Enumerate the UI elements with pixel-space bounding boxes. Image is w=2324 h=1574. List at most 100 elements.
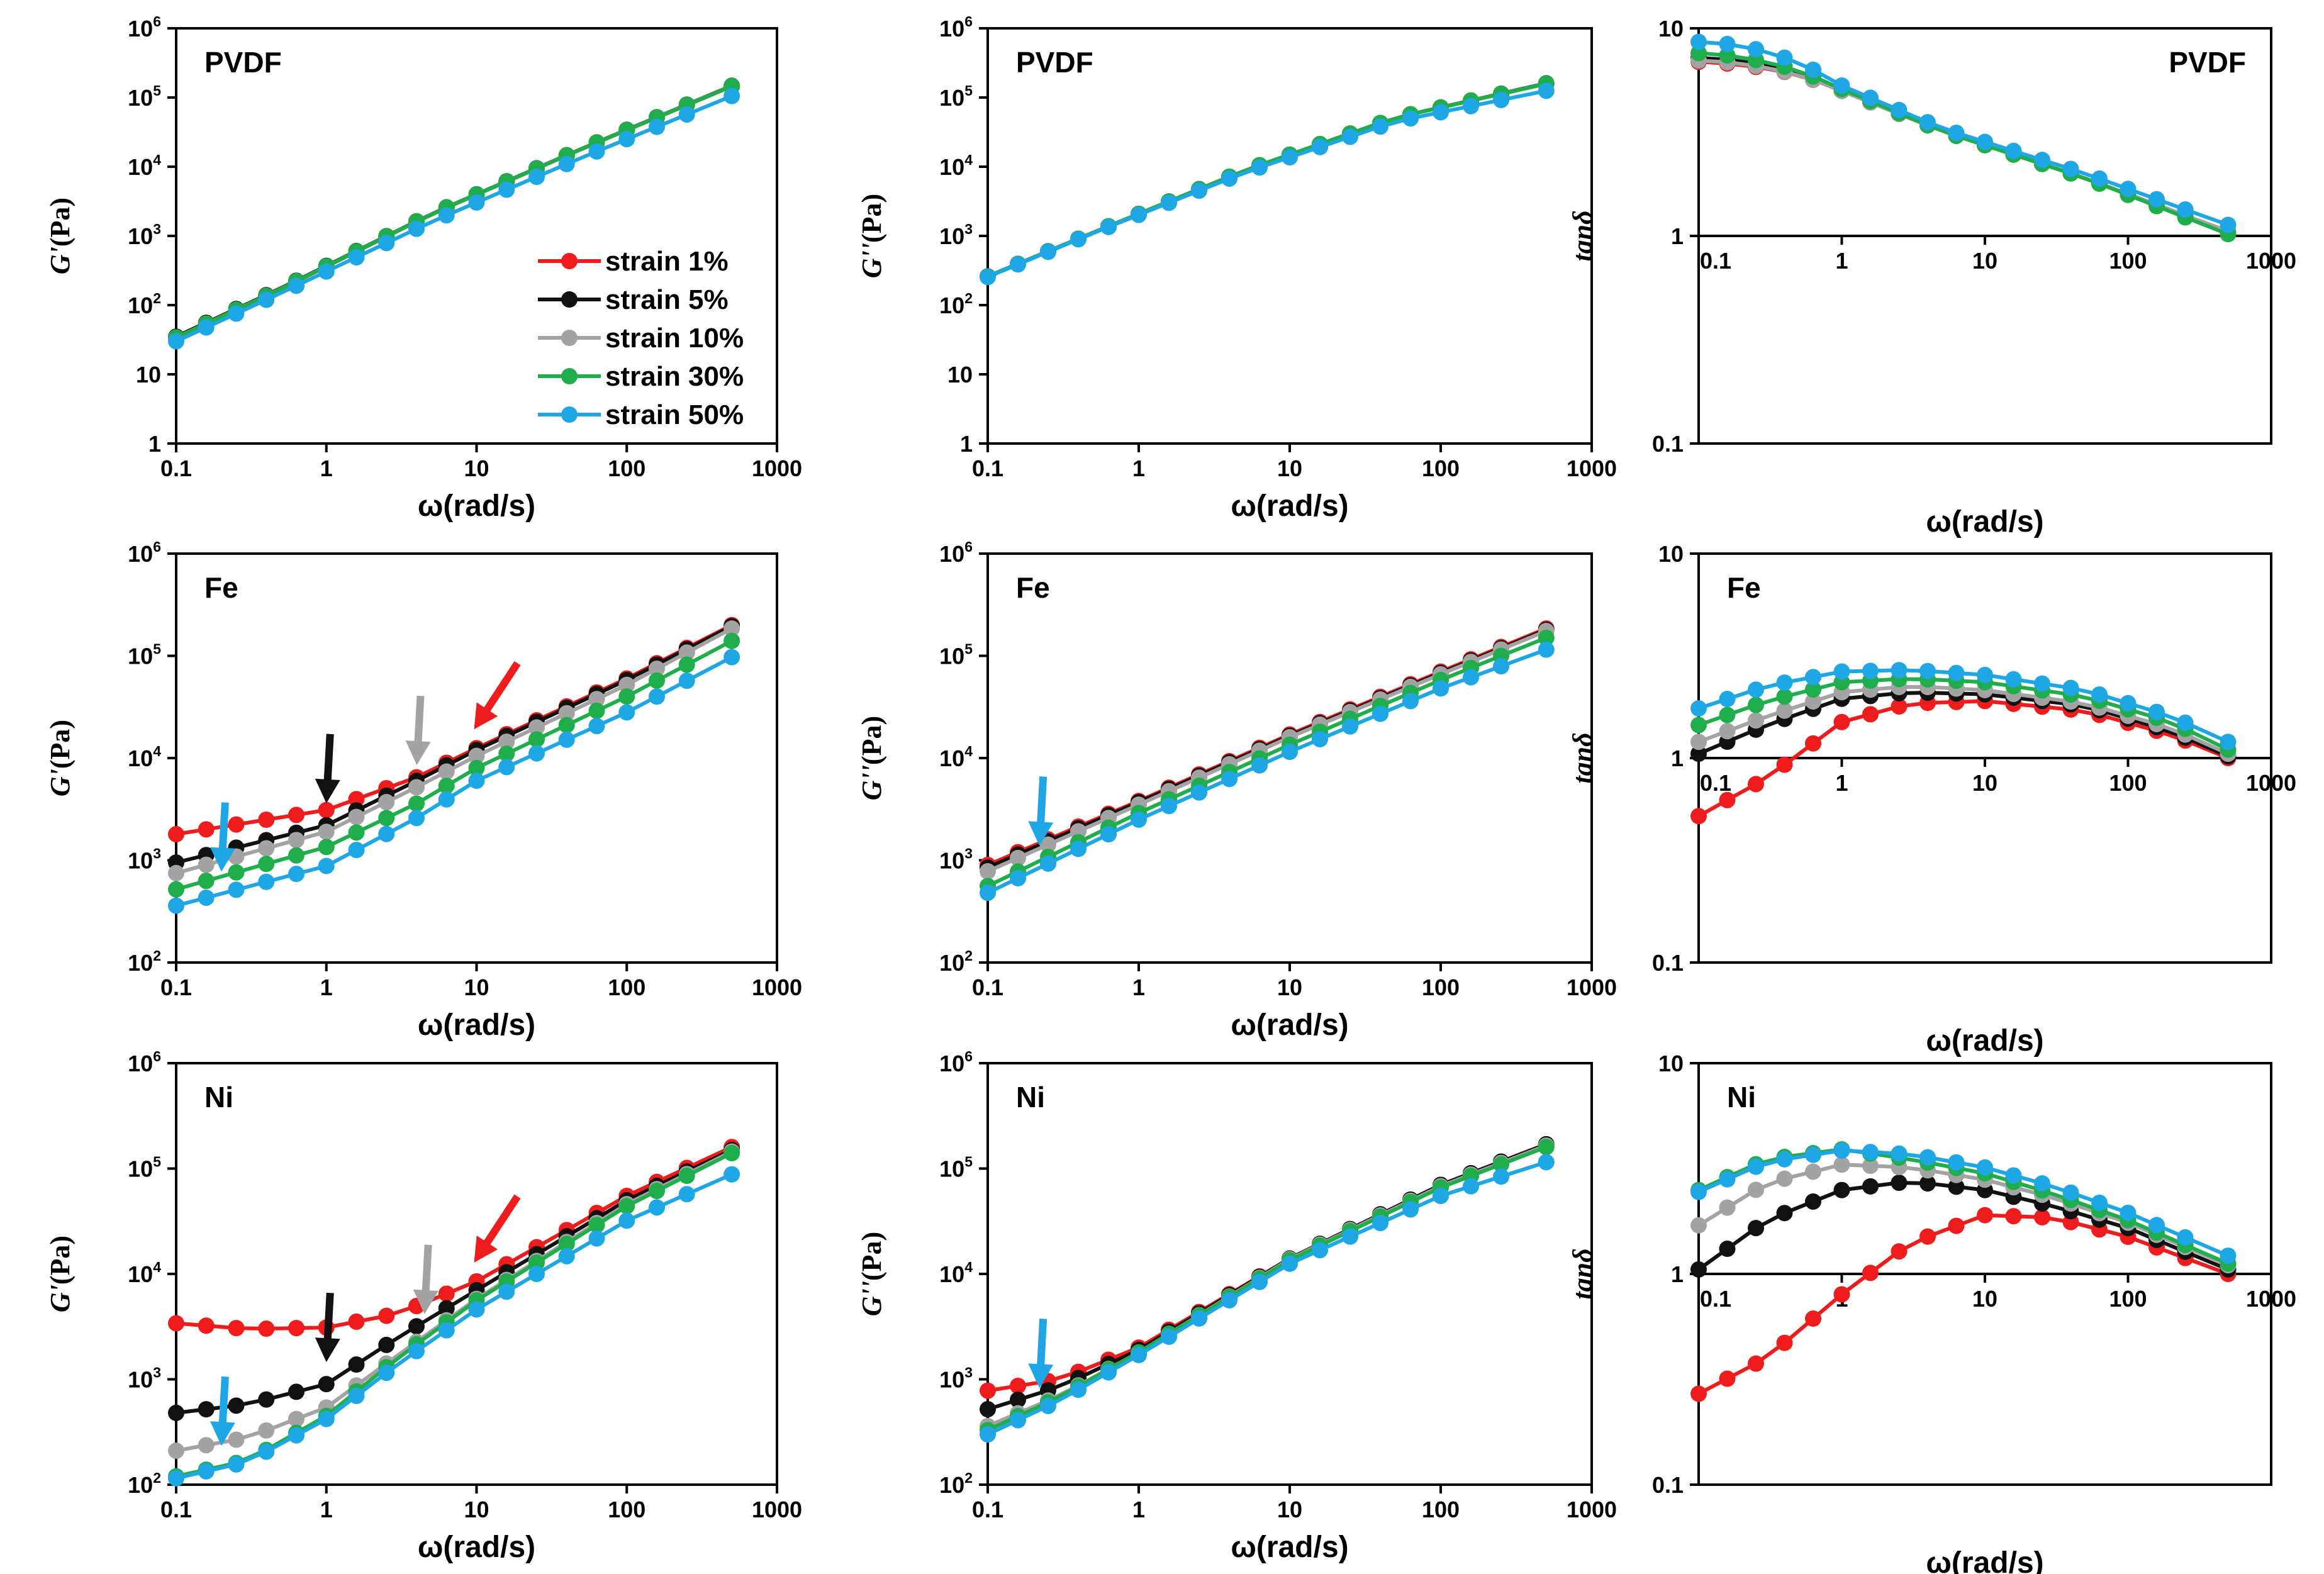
data-point xyxy=(558,155,575,172)
data-point xyxy=(678,1168,695,1185)
data-point xyxy=(468,747,485,764)
data-point xyxy=(378,1365,395,1381)
data-point xyxy=(318,1376,335,1393)
data-point xyxy=(1805,1146,1821,1163)
data-point xyxy=(618,704,635,721)
data-point xyxy=(378,235,395,252)
data-point xyxy=(1100,826,1117,843)
data-point xyxy=(1251,1273,1268,1290)
x-tick-label: 10 xyxy=(1277,974,1302,1000)
data-point xyxy=(1919,1175,1936,1192)
data-point xyxy=(228,305,245,322)
data-point xyxy=(2062,1184,2079,1201)
chart-fe-gp: 0.1 1 10 100 1000 102 103 104 105 106 ω(rad/s) G'(P… xyxy=(45,539,802,1042)
x-tick-label: 10 xyxy=(1277,455,1302,481)
x-tick-label: 1 xyxy=(1132,974,1145,1000)
data-point xyxy=(1948,1178,1965,1195)
data-point xyxy=(1719,723,1736,740)
data-point xyxy=(678,673,695,689)
data-point xyxy=(1776,1170,1793,1187)
data-point xyxy=(498,733,515,750)
data-point xyxy=(1948,1154,1965,1171)
data-point xyxy=(258,873,275,890)
data-point xyxy=(1977,1207,1993,1224)
data-point xyxy=(1538,82,1555,99)
data-point xyxy=(1221,771,1237,788)
x-tick-label: 1000 xyxy=(752,974,802,1000)
data-point xyxy=(1948,664,1965,681)
data-point xyxy=(1776,1205,1793,1222)
data-point xyxy=(2120,181,2137,198)
data-point xyxy=(1805,681,1821,698)
data-point xyxy=(288,277,304,294)
data-point xyxy=(1161,194,1177,211)
data-point xyxy=(1402,1201,1419,1218)
data-point xyxy=(1862,1158,1879,1175)
data-point xyxy=(1719,1171,1736,1188)
x-axis-label: ω(rad/s) xyxy=(1926,505,2043,539)
data-point xyxy=(1776,702,1793,719)
data-point xyxy=(408,779,425,796)
series-strain-50 xyxy=(980,82,1555,286)
data-point xyxy=(168,1404,184,1421)
data-point xyxy=(408,810,425,827)
data-point xyxy=(168,1315,184,1332)
data-point xyxy=(1131,811,1147,828)
data-point xyxy=(1131,206,1147,223)
legend-swatch-marker xyxy=(561,330,578,346)
panel-title: Ni xyxy=(1727,1081,1756,1114)
data-point xyxy=(723,632,740,649)
x-axis-label: ω(rad/s) xyxy=(1926,1546,2043,1574)
data-point xyxy=(1748,1220,1764,1237)
y-tick-label: 1 xyxy=(1671,745,1684,771)
series-strain-30 xyxy=(1690,45,2237,243)
x-axis-label: ω(rad/s) xyxy=(418,1008,535,1042)
series-strain-10 xyxy=(1690,1156,2237,1274)
data-point xyxy=(408,1342,425,1359)
arrow-head xyxy=(413,1289,439,1314)
x-tick-label: 1000 xyxy=(1567,974,1617,1000)
plot-frame xyxy=(986,1062,1593,1486)
data-point xyxy=(258,840,275,857)
data-point xyxy=(1833,1286,1850,1303)
data-point xyxy=(1100,1364,1117,1381)
data-point xyxy=(2091,1194,2108,1211)
arrow-head xyxy=(1028,821,1054,846)
x-tick-label: 0.1 xyxy=(1700,1286,1731,1312)
data-point xyxy=(1040,836,1056,853)
data-point xyxy=(1748,712,1764,729)
data-point xyxy=(198,889,215,906)
data-point xyxy=(1690,33,1707,50)
data-point xyxy=(2091,686,2108,703)
series-line xyxy=(986,82,1547,279)
data-point xyxy=(723,1145,740,1162)
data-point xyxy=(1221,1292,1237,1309)
data-point xyxy=(558,705,575,722)
data-point xyxy=(498,1283,515,1300)
x-tick-label: 100 xyxy=(1422,455,1460,481)
arrow-shaft xyxy=(218,1376,229,1429)
y-tick-label: 106 xyxy=(939,539,973,567)
data-point xyxy=(378,825,395,842)
data-point xyxy=(1342,128,1358,145)
panel-title: Fe xyxy=(204,571,238,604)
data-point xyxy=(1919,1149,1936,1166)
data-point xyxy=(498,181,515,198)
y-tick-label: 105 xyxy=(128,82,161,111)
x-tick-label: 10 xyxy=(464,455,489,481)
data-point xyxy=(1977,1159,1993,1176)
arrow-shaft xyxy=(323,734,334,786)
data-point xyxy=(1433,104,1449,121)
data-point xyxy=(1070,1381,1087,1398)
data-point xyxy=(1776,1151,1793,1168)
arrow-shaft xyxy=(414,695,425,748)
data-point xyxy=(198,1437,215,1454)
data-point xyxy=(168,881,184,898)
y-tick-label: 10 xyxy=(1658,1051,1684,1076)
data-point xyxy=(1891,1243,1908,1260)
data-point xyxy=(168,864,184,881)
legend-entry: strain 50% xyxy=(605,399,744,430)
data-point xyxy=(438,778,455,795)
data-point xyxy=(258,1320,275,1337)
data-point xyxy=(378,810,395,827)
